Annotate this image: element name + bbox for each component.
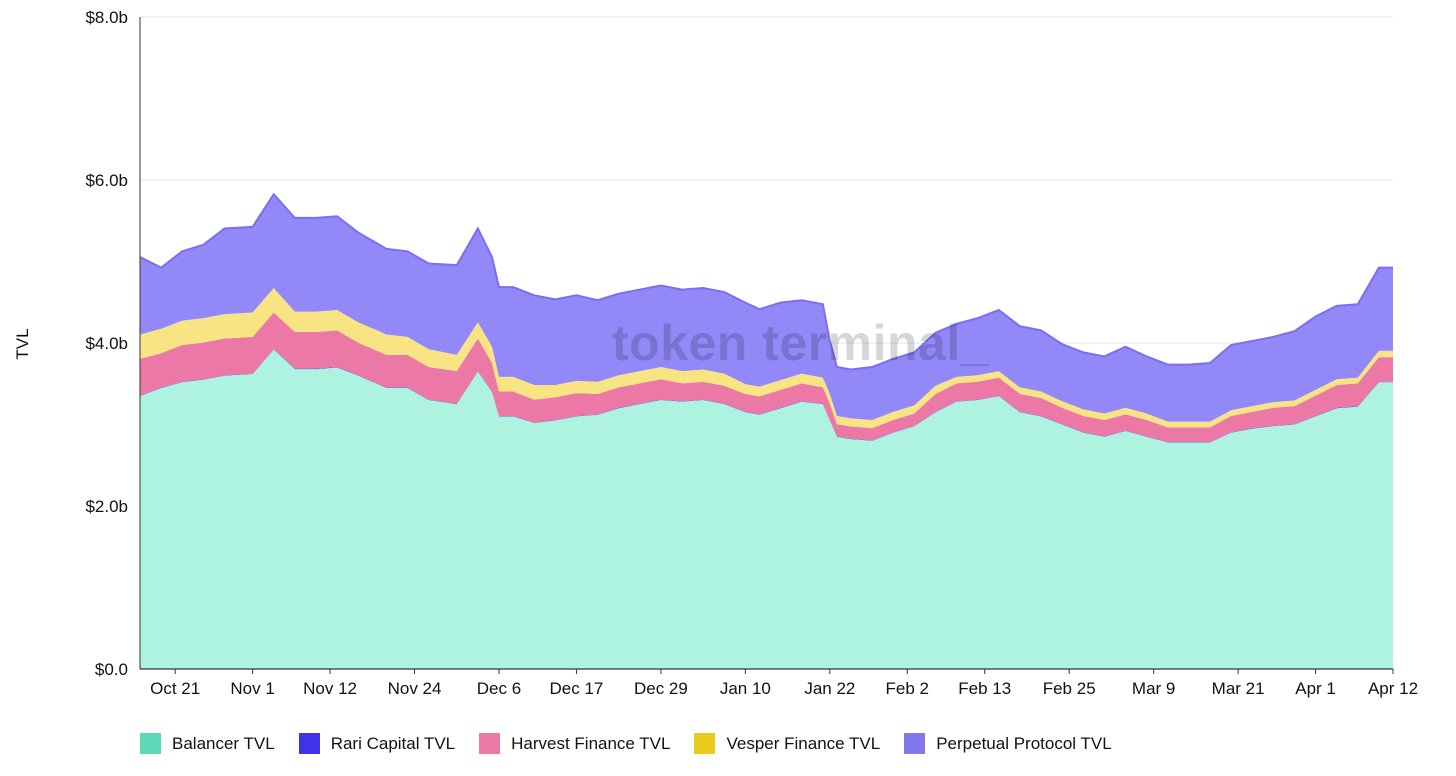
x-tick-label: Dec 29	[634, 679, 688, 698]
legend: Balancer TVL Rari Capital TVL Harvest Fina…	[140, 733, 1136, 754]
legend-item: Rari Capital TVL	[298, 733, 456, 754]
legend-item: Harvest Finance TVL	[479, 733, 670, 754]
x-tick-label: Nov 12	[303, 679, 357, 698]
legend-swatch	[298, 733, 320, 754]
y-tick-label: $4.0b	[85, 334, 128, 353]
y-tick-label: $2.0b	[85, 497, 128, 516]
x-tick-label: Feb 25	[1043, 679, 1096, 698]
y-tick-label: $6.0b	[85, 171, 128, 190]
x-tick-label: Feb 13	[958, 679, 1011, 698]
legend-item: Perpetual Protocol TVL	[904, 733, 1112, 754]
x-tick-label: Nov 1	[230, 679, 274, 698]
top-outline-line	[139, 192, 1393, 371]
legend-label: Perpetual Protocol TVL	[936, 733, 1112, 753]
x-tick-label: Mar 9	[1132, 679, 1175, 698]
x-tick-label: Apr 1	[1295, 679, 1336, 698]
legend-item: Vesper Finance TVL	[694, 733, 880, 754]
y-axis-ticks: $0.0 $2.0b $4.0b $6.0b $8.0b	[85, 8, 128, 679]
x-tick-label: Oct 21	[150, 679, 200, 698]
area-harvest-finance-tvl	[140, 312, 1393, 443]
legend-swatch	[904, 733, 926, 754]
x-tick-label: Jan 22	[804, 679, 855, 698]
y-tick-label: $8.0b	[85, 8, 128, 27]
x-tick-label: Apr 12	[1368, 679, 1418, 698]
legend-swatch	[694, 733, 716, 754]
legend-label: Balancer TVL	[172, 733, 275, 753]
legend-swatch	[140, 733, 161, 754]
legend-label: Harvest Finance TVL	[511, 733, 671, 753]
area-balancer-tvl	[140, 349, 1393, 669]
x-tick-label: Jan 10	[720, 679, 771, 698]
x-axis-ticks: Oct 21 Nov 1 Nov 12 Nov 24 Dec 6 Dec 17 Dec 29…	[150, 669, 1418, 698]
x-tick-label: Feb 2	[886, 679, 929, 698]
area-vesper-finance-tvl	[140, 287, 1393, 429]
area-series	[139, 192, 1393, 669]
y-tick-label: $0.0	[95, 660, 128, 679]
x-tick-label: Mar 21	[1212, 679, 1265, 698]
x-tick-label: Nov 24	[388, 679, 442, 698]
y-axis-label: TVL	[13, 328, 32, 359]
watermark-text: token terminal_	[612, 315, 990, 371]
x-tick-label: Dec 17	[550, 679, 604, 698]
x-tick-label: Dec 6	[477, 679, 521, 698]
legend-label: Vesper Finance TVL	[726, 733, 881, 753]
legend-item: Balancer TVL	[140, 733, 275, 754]
axes	[139, 17, 1393, 670]
legend-label: Rari Capital TVL	[330, 733, 456, 753]
legend-swatch	[479, 733, 501, 754]
